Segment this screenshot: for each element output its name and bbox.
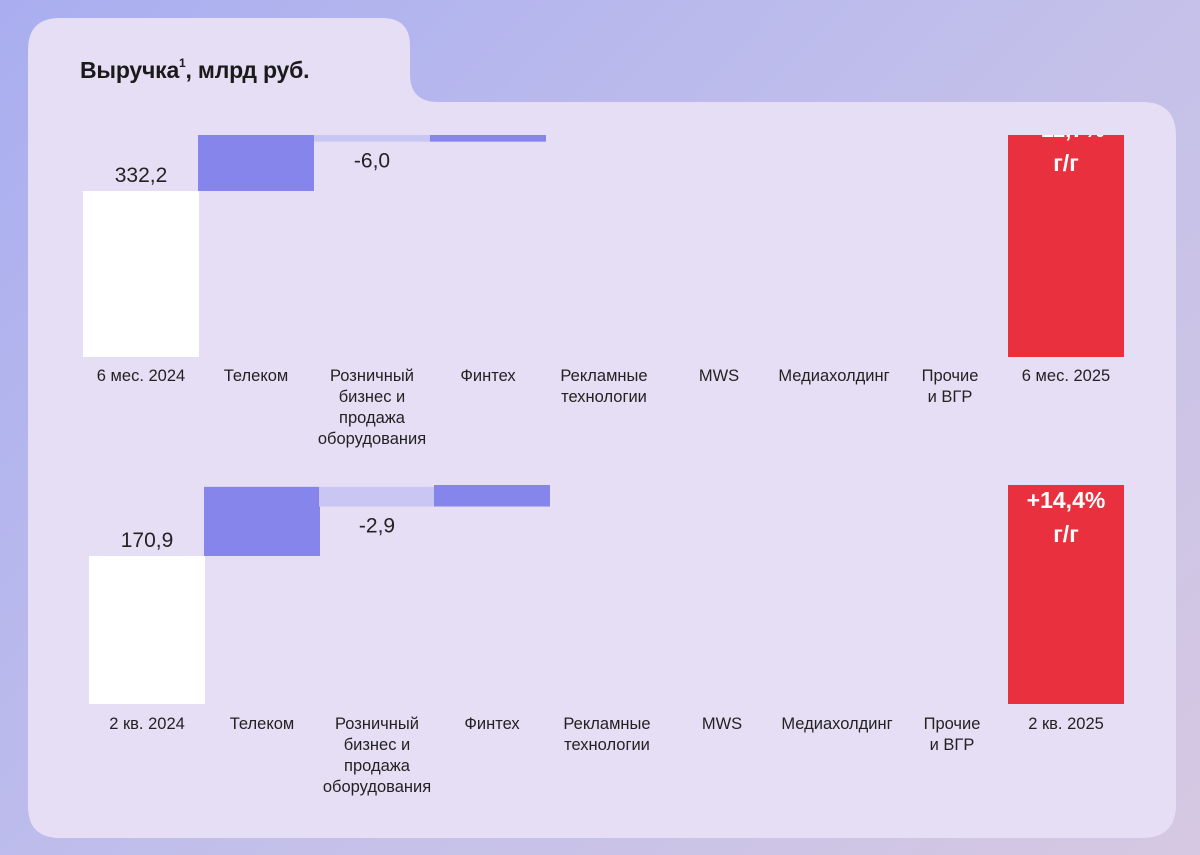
category-label-0-line-0: 2 кв. 2024 [109,715,185,733]
value-label-2: -6,0 [354,150,390,173]
category-label-2-line-0: Розничный [330,367,414,385]
category-label-2-line-0: Розничный [335,715,419,733]
category-label-7-line-0: Прочие [924,715,981,733]
bar-increase-1 [198,135,314,191]
category-label-3-line-0: Финтех [464,715,520,733]
growth-yoy-label: г/г [1053,150,1079,176]
category-label-5-line-0: MWS [702,715,742,733]
page-title: Выручка1, млрд руб. [80,56,310,84]
category-label-2-line-1: бизнес и [339,388,406,406]
category-label-1-line-0: Телеком [230,715,295,733]
category-label-4-line-0: Рекламные [563,715,650,733]
title-unit: , млрд руб. [185,57,310,83]
waterfall-chart-q2: 170,92 кв. 202410,2Телеком-2,9Розничныйб… [89,485,1124,796]
category-label-4-line-1: технологии [561,388,647,406]
category-label-0-line-0: 6 мес. 2024 [97,367,185,385]
category-label-5-line-0: MWS [699,367,739,385]
category-label-2-line-1: бизнес и [344,736,411,754]
category-label-7-line-0: Прочие [922,367,979,385]
category-label-4-line-1: технологии [564,736,650,754]
bar-total-8 [1008,485,1124,704]
growth-percent: +11,7% [1027,135,1104,142]
bar-increase-1 [204,486,320,556]
category-label-4-line-0: Рекламные [560,367,647,385]
value-label-0: 332,2 [115,164,168,187]
value-label-0: 170,9 [121,529,174,552]
bar-increase-3 [430,135,546,142]
title-main: Выручка [80,57,180,83]
bar-decrease-2 [314,135,430,142]
category-label-2-line-3: оборудования [318,430,426,448]
card-shape [28,18,1176,838]
bar-decrease-2 [319,486,435,507]
category-label-8-line-0: 6 мес. 2025 [1022,367,1110,385]
bar-increase-3 [434,485,550,507]
category-label-6-line-0: Медиахолдинг [781,715,892,733]
title-footnote-mark: 1 [179,56,186,71]
category-label-8-line-0: 2 кв. 2025 [1028,715,1104,733]
category-label-6-line-0: Медиахолдинг [778,367,889,385]
category-label-7-line-1: и ВГР [928,388,973,406]
category-label-2-line-2: продажа [344,757,411,775]
growth-yoy-label: г/г [1053,521,1079,547]
category-label-1-line-0: Телеком [224,367,289,385]
bar-total-0 [89,556,205,704]
waterfall-chart-6-months: 332,26 мес. 202416,1Телеком-6,0Розничный… [83,135,1124,448]
bar-total-0 [83,191,199,357]
category-label-2-line-3: оборудования [323,778,431,796]
category-label-2-line-2: продажа [339,409,406,427]
bar-total-8 [1008,135,1124,357]
category-label-7-line-1: и ВГР [930,736,975,754]
growth-percent: +14,4% [1027,487,1106,513]
category-label-3-line-0: Финтех [460,367,516,385]
value-label-2: -2,9 [359,515,395,538]
